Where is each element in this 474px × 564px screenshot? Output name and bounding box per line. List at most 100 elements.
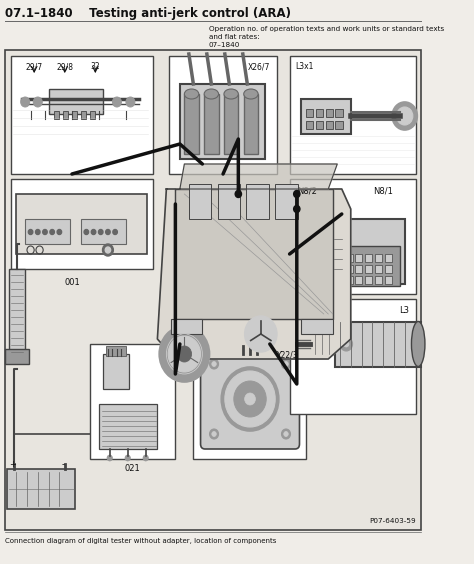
Text: -: - — [61, 460, 64, 469]
Bar — [310, 329, 337, 354]
Ellipse shape — [411, 321, 425, 367]
Circle shape — [294, 191, 300, 197]
Bar — [81, 219, 126, 244]
Bar — [306, 121, 313, 129]
Bar — [9, 269, 25, 354]
Text: L3: L3 — [399, 306, 409, 315]
Bar — [365, 254, 373, 262]
Text: 021: 021 — [124, 464, 140, 473]
Circle shape — [105, 247, 110, 253]
Bar — [171, 319, 202, 334]
Bar — [336, 109, 343, 117]
Bar — [16, 194, 146, 254]
Circle shape — [126, 97, 135, 107]
Polygon shape — [180, 164, 337, 189]
Bar — [25, 219, 70, 244]
Text: 07–1840: 07–1840 — [209, 42, 240, 48]
Text: Connection diagram of digital tester without adapter, location of components: Connection diagram of digital tester wit… — [5, 538, 277, 544]
Circle shape — [159, 326, 210, 382]
Circle shape — [177, 346, 191, 362]
Bar — [297, 219, 405, 284]
Circle shape — [102, 244, 113, 256]
Circle shape — [57, 230, 62, 235]
Bar — [184, 94, 199, 154]
Bar — [11, 56, 153, 174]
Bar — [246, 184, 269, 219]
Bar — [103, 354, 128, 389]
Text: X26/7: X26/7 — [247, 62, 270, 71]
Circle shape — [210, 359, 219, 369]
Ellipse shape — [184, 89, 199, 99]
Circle shape — [240, 341, 246, 347]
Circle shape — [168, 336, 201, 372]
Bar — [326, 121, 333, 129]
Circle shape — [245, 316, 277, 352]
Circle shape — [112, 97, 121, 107]
Bar — [180, 84, 265, 159]
Text: 29/7: 29/7 — [26, 62, 43, 71]
Bar — [301, 99, 351, 134]
Circle shape — [212, 431, 216, 437]
Bar — [193, 344, 306, 459]
Text: N8/1: N8/1 — [373, 186, 393, 195]
Bar — [169, 56, 277, 174]
Circle shape — [91, 230, 96, 235]
Text: N8/2: N8/2 — [297, 186, 317, 195]
Bar — [355, 276, 363, 284]
Circle shape — [235, 191, 241, 197]
Bar — [81, 111, 86, 119]
Ellipse shape — [244, 89, 258, 99]
Text: Y22/3: Y22/3 — [277, 351, 299, 360]
Text: Operation no. of operation texts and work units or standard texts: Operation no. of operation texts and wor… — [209, 26, 444, 32]
Bar — [63, 111, 68, 119]
Bar — [301, 319, 333, 334]
Circle shape — [125, 455, 130, 461]
Text: 07.1–1840    Testing anti-jerk control (ARA): 07.1–1840 Testing anti-jerk control (ARA… — [5, 7, 292, 20]
Circle shape — [234, 381, 266, 417]
Circle shape — [225, 371, 275, 427]
Bar — [385, 254, 392, 262]
Bar — [7, 469, 74, 509]
Bar — [106, 346, 126, 356]
Text: P07-6403-59: P07-6403-59 — [369, 518, 416, 524]
Bar — [244, 94, 258, 154]
Bar — [385, 276, 392, 284]
Polygon shape — [157, 189, 351, 359]
Circle shape — [36, 230, 40, 235]
Bar — [275, 184, 298, 219]
Polygon shape — [175, 189, 333, 319]
Bar — [90, 344, 175, 459]
FancyBboxPatch shape — [201, 349, 300, 449]
Bar — [90, 111, 95, 119]
Text: L3x1: L3x1 — [295, 62, 313, 71]
Circle shape — [43, 230, 47, 235]
Bar — [189, 184, 211, 219]
Circle shape — [254, 341, 260, 347]
Circle shape — [282, 429, 291, 439]
Bar — [290, 299, 416, 414]
Circle shape — [294, 205, 300, 213]
Bar — [316, 109, 323, 117]
Bar — [326, 109, 333, 117]
Circle shape — [245, 393, 255, 405]
Bar — [11, 179, 153, 269]
Circle shape — [212, 362, 216, 367]
Bar — [218, 184, 240, 219]
Circle shape — [106, 230, 110, 235]
Circle shape — [113, 230, 118, 235]
Bar — [346, 254, 353, 262]
Bar — [290, 56, 416, 174]
Bar — [375, 265, 382, 273]
Circle shape — [28, 230, 33, 235]
Bar — [290, 179, 416, 294]
Bar — [385, 265, 392, 273]
Circle shape — [344, 341, 349, 347]
Circle shape — [84, 230, 89, 235]
Bar — [346, 276, 353, 284]
Ellipse shape — [224, 89, 238, 99]
Circle shape — [392, 102, 417, 130]
Circle shape — [99, 230, 103, 235]
Ellipse shape — [204, 89, 219, 99]
Text: +: + — [9, 460, 16, 469]
Circle shape — [143, 455, 148, 461]
